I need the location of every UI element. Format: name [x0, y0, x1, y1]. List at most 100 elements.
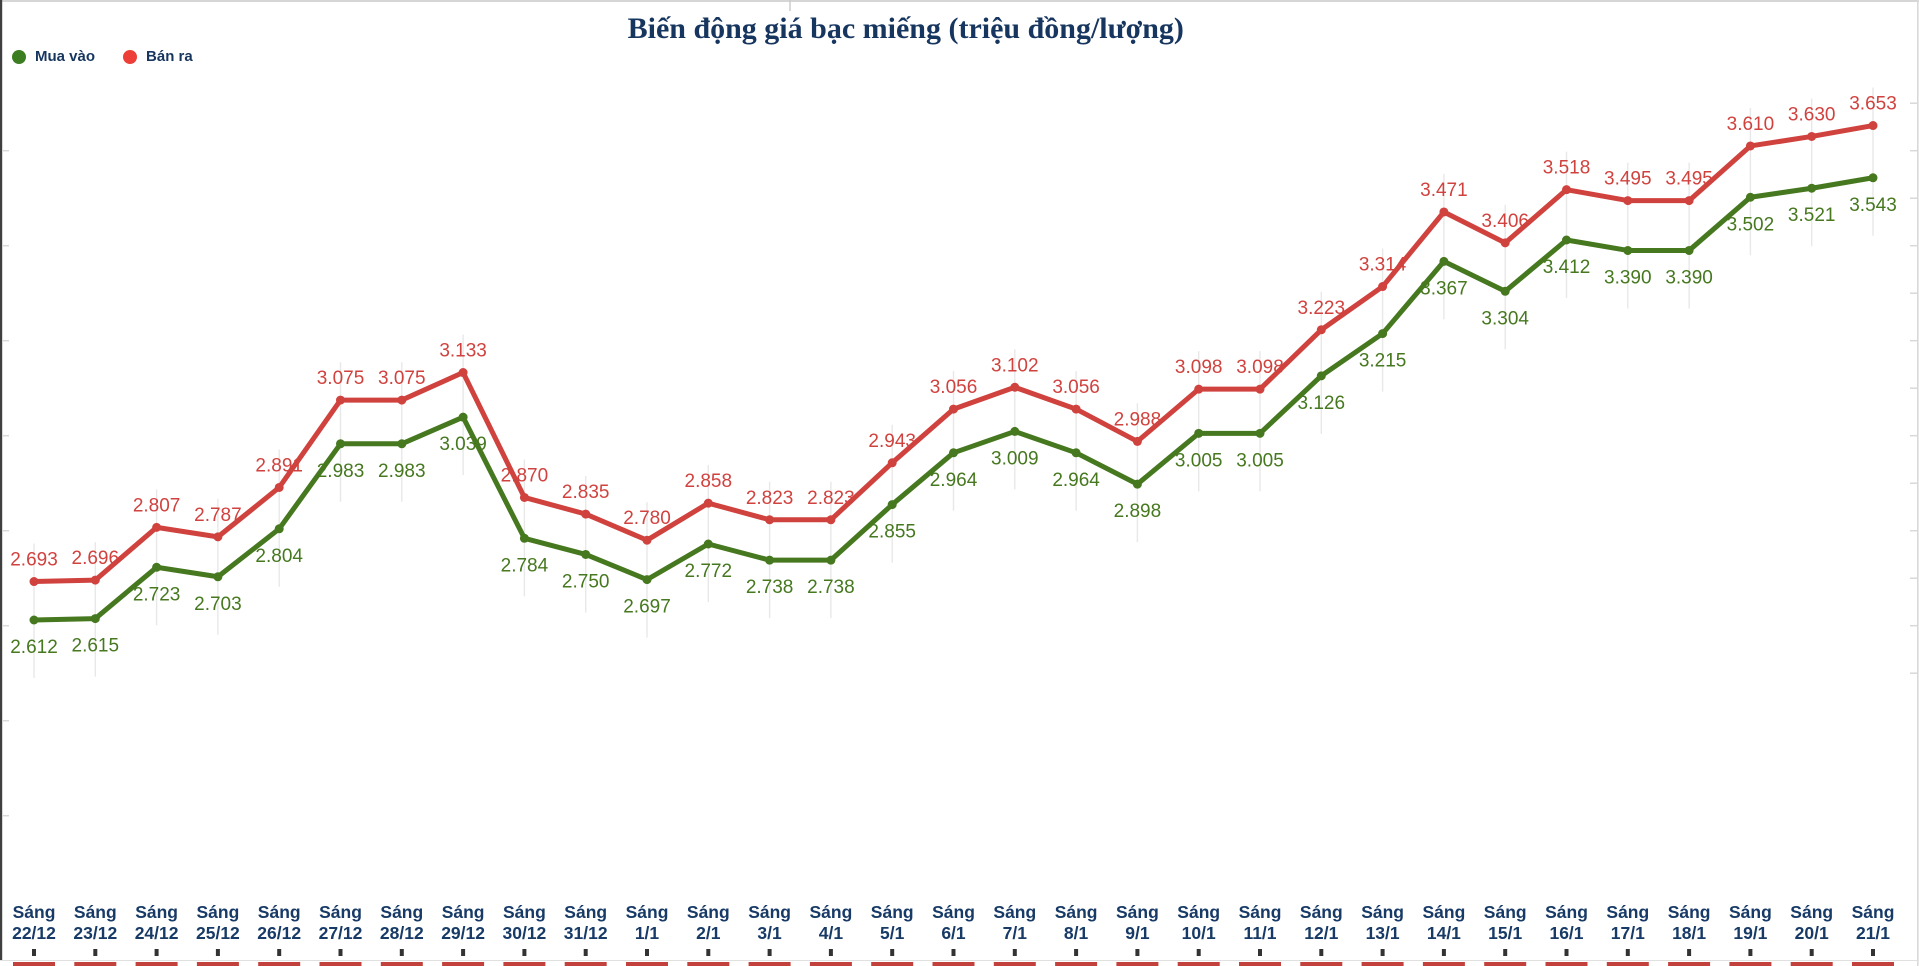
data-point-ban-ra[interactable] [642, 535, 652, 545]
data-point-mua-vao[interactable] [1623, 245, 1633, 255]
value-label: 3.133 [439, 341, 487, 362]
data-point-ban-ra[interactable] [274, 482, 284, 492]
data-point-mua-vao[interactable] [1316, 371, 1326, 381]
data-point-ban-ra[interactable] [1684, 196, 1694, 206]
data-point-ban-ra[interactable] [336, 395, 345, 405]
data-point-mua-vao[interactable] [213, 572, 223, 582]
data-point-mua-vao[interactable] [1132, 479, 1142, 489]
data-point-mua-vao[interactable] [1684, 245, 1694, 255]
data-point-mua-vao[interactable] [642, 575, 652, 585]
data-point-mua-vao[interactable] [949, 448, 958, 458]
x-axis-label: Sáng 13/1 [1361, 902, 1404, 943]
data-point-ban-ra[interactable] [1010, 382, 1020, 392]
x-axis-label: Sáng 23/12 [73, 902, 117, 943]
bottom-cutoff-red-dash [1606, 962, 1649, 966]
bottom-cutoff-red-dash [319, 962, 362, 966]
data-point-mua-vao[interactable] [90, 614, 100, 624]
data-point-mua-vao[interactable] [1071, 448, 1081, 458]
data-point-ban-ra[interactable] [397, 395, 407, 405]
legend-item-ban-ra[interactable]: Bán ra [123, 48, 193, 65]
legend-label-mua-vao: Mua vào [35, 48, 96, 65]
data-point-ban-ra[interactable] [1132, 436, 1142, 446]
x-axis-label: Sáng 11/1 [1239, 902, 1282, 943]
data-point-mua-vao[interactable] [581, 549, 591, 559]
value-label: 2.943 [868, 431, 916, 452]
x-axis-label: Sáng 27/12 [319, 902, 363, 943]
data-point-ban-ra[interactable] [519, 492, 529, 502]
data-point-mua-vao[interactable] [1807, 183, 1817, 193]
value-label: 3.056 [1052, 377, 1100, 398]
data-point-ban-ra[interactable] [1745, 141, 1755, 151]
bottom-cutoff-red-dash [993, 962, 1036, 966]
value-label: 3.610 [1727, 114, 1775, 135]
data-point-mua-vao[interactable] [29, 615, 39, 625]
data-point-ban-ra[interactable] [152, 522, 162, 532]
bottom-cutoff-red-dash [258, 962, 301, 966]
data-point-mua-vao[interactable] [765, 555, 775, 565]
data-point-ban-ra[interactable] [887, 458, 897, 468]
data-point-ban-ra[interactable] [1500, 238, 1510, 248]
data-point-ban-ra[interactable] [213, 532, 223, 542]
data-point-mua-vao[interactable] [1194, 428, 1204, 438]
data-point-ban-ra[interactable] [1071, 404, 1081, 414]
value-label: 3.653 [1849, 94, 1897, 115]
x-axis-label: Sáng 25/12 [196, 902, 240, 943]
x-axis-label: Sáng 20/1 [1790, 902, 1833, 943]
data-point-ban-ra[interactable] [1194, 384, 1204, 394]
x-axis-label: Sáng 10/1 [1177, 902, 1220, 943]
data-point-mua-vao[interactable] [1745, 192, 1755, 202]
data-point-mua-vao[interactable] [519, 533, 529, 543]
chart-legend: Mua vào Bán ra [12, 48, 193, 65]
data-point-ban-ra[interactable] [1316, 325, 1326, 335]
data-point-mua-vao[interactable] [1378, 329, 1388, 339]
bottom-cutoff-red-dash [748, 962, 791, 966]
value-label: 3.502 [1727, 214, 1775, 235]
data-point-mua-vao[interactable] [1439, 256, 1449, 266]
data-point-mua-vao[interactable] [703, 539, 713, 549]
data-point-mua-vao[interactable] [152, 562, 162, 572]
x-axis-tick [583, 949, 588, 956]
data-point-mua-vao[interactable] [397, 439, 407, 449]
value-label: 3.390 [1665, 267, 1713, 288]
value-label: 2.964 [1052, 470, 1100, 491]
data-point-ban-ra[interactable] [1255, 384, 1265, 394]
data-point-mua-vao[interactable] [887, 500, 897, 510]
data-point-ban-ra[interactable] [1439, 207, 1449, 217]
data-point-mua-vao[interactable] [1500, 286, 1510, 296]
data-point-ban-ra[interactable] [1562, 185, 1571, 195]
legend-dot-mua-vao-icon [12, 49, 26, 64]
data-point-mua-vao[interactable] [1255, 428, 1265, 438]
bottom-cutoff-red-dash [1545, 962, 1588, 966]
data-point-ban-ra[interactable] [1623, 196, 1633, 206]
data-point-ban-ra[interactable] [765, 515, 775, 525]
data-point-ban-ra[interactable] [949, 404, 958, 414]
data-point-mua-vao[interactable] [336, 439, 345, 449]
value-label: 3.223 [1298, 298, 1346, 319]
x-axis-tick [32, 949, 36, 956]
data-point-ban-ra[interactable] [581, 509, 591, 519]
value-label: 2.823 [807, 488, 855, 509]
data-point-ban-ra[interactable] [826, 515, 836, 525]
value-label: 2.835 [562, 482, 610, 503]
data-point-ban-ra[interactable] [29, 577, 39, 587]
data-point-mua-vao[interactable] [458, 412, 468, 422]
x-axis-tick [1687, 949, 1692, 956]
data-point-mua-vao[interactable] [826, 555, 836, 565]
x-axis-label: Sáng 8/1 [1055, 902, 1098, 943]
data-point-ban-ra[interactable] [458, 368, 468, 378]
value-label: 2.787 [194, 505, 242, 526]
data-point-ban-ra[interactable] [703, 498, 713, 508]
data-point-mua-vao[interactable] [1010, 426, 1020, 436]
x-axis-label: Sáng 5/1 [871, 902, 914, 943]
value-label: 3.075 [317, 368, 365, 389]
data-point-mua-vao[interactable] [1562, 235, 1571, 245]
data-point-ban-ra[interactable] [1868, 121, 1878, 131]
data-point-mua-vao[interactable] [274, 524, 284, 534]
data-point-ban-ra[interactable] [1807, 131, 1817, 141]
value-label: 3.471 [1420, 180, 1468, 201]
data-point-mua-vao[interactable] [1868, 173, 1878, 183]
legend-item-mua-vao[interactable]: Mua vào [12, 48, 95, 65]
data-point-ban-ra[interactable] [1378, 282, 1388, 292]
data-point-ban-ra[interactable] [90, 575, 100, 585]
